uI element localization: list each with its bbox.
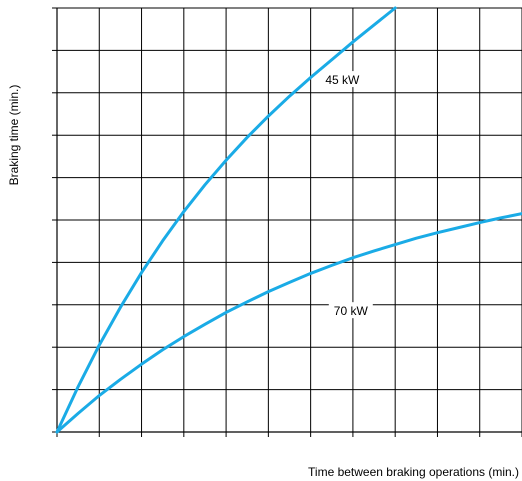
series-label-70-kw: 70 kW: [334, 304, 369, 318]
y-axis-label: Braking time (min.): [7, 85, 21, 186]
series-line-45-kw: [55, 6, 397, 434]
series-label-45-kw: 45 kW: [325, 73, 360, 87]
x-axis-label: Time between braking operations (min.): [308, 465, 519, 479]
series-labels: 45 kW 70 kW: [320, 71, 373, 319]
series-label-bg-45-kw: [320, 71, 365, 88]
series-label-bg-70-kw: [328, 302, 373, 319]
axes: [52, 7, 522, 437]
series-group: [55, 6, 522, 434]
series-line-70-kw: [55, 212, 522, 434]
